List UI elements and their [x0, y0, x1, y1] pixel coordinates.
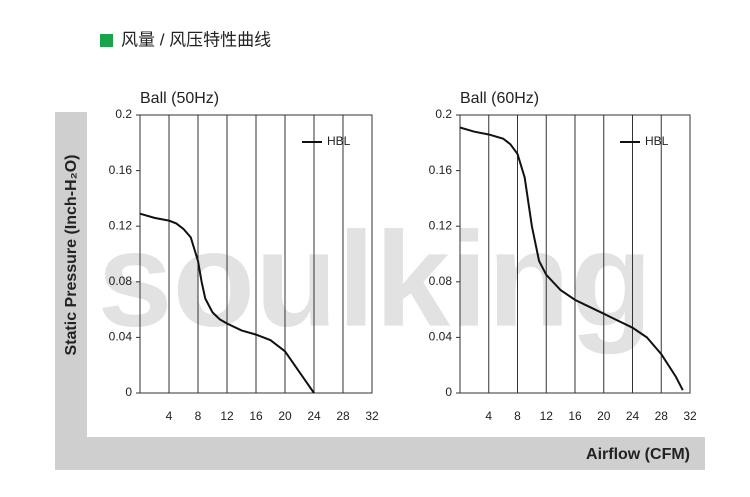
series-line: [139, 212, 315, 394]
header-marker: [100, 34, 113, 47]
x-tick-label: 16: [568, 409, 582, 423]
x-axis-label: Airflow (CFM): [586, 446, 690, 463]
x-tick-label: 28: [655, 409, 669, 423]
legend-label: HBL: [327, 134, 351, 148]
header-title: 风量 / 风压特性曲线: [121, 30, 271, 49]
y-tick-label: 0.04: [429, 330, 453, 344]
legend-label: HBL: [645, 134, 669, 148]
series-line: [459, 126, 684, 391]
y-tick-label: 0.12: [429, 218, 453, 232]
y-axis-label: Static Pressure (Inch-H₂O): [63, 155, 80, 356]
y-tick-label: 0.04: [109, 330, 133, 344]
y-tick-label: 0.2: [435, 107, 452, 121]
x-tick-label: 4: [166, 409, 173, 423]
x-tick-label: 8: [514, 409, 521, 423]
x-tick-label: 24: [626, 409, 640, 423]
y-tick-label: 0: [445, 385, 452, 399]
x-tick-label: 32: [683, 409, 697, 423]
y-tick-label: 0: [125, 385, 132, 399]
x-tick-label: 24: [307, 409, 321, 423]
x-tick-label: 12: [540, 409, 554, 423]
y-tick-label: 0.08: [109, 274, 133, 288]
x-tick-label: 20: [278, 409, 292, 423]
watermark: soulking: [97, 204, 652, 355]
x-tick-label: 28: [336, 409, 350, 423]
y-tick-label: 0.08: [429, 274, 453, 288]
x-tick-label: 16: [249, 409, 263, 423]
x-tick-label: 20: [597, 409, 611, 423]
chart-title: Ball (50Hz): [140, 90, 219, 107]
x-tick-label: 8: [195, 409, 202, 423]
x-axis-band: [55, 437, 705, 470]
y-tick-label: 0.16: [109, 163, 133, 177]
x-tick-label: 32: [365, 409, 379, 423]
y-axis-band: [55, 112, 87, 470]
x-tick-label: 12: [220, 409, 234, 423]
y-tick-label: 0.16: [429, 163, 453, 177]
y-tick-label: 0.2: [115, 107, 132, 121]
x-tick-label: 4: [485, 409, 492, 423]
y-tick-label: 0.12: [109, 218, 133, 232]
chart-title: Ball (60Hz): [460, 90, 539, 107]
